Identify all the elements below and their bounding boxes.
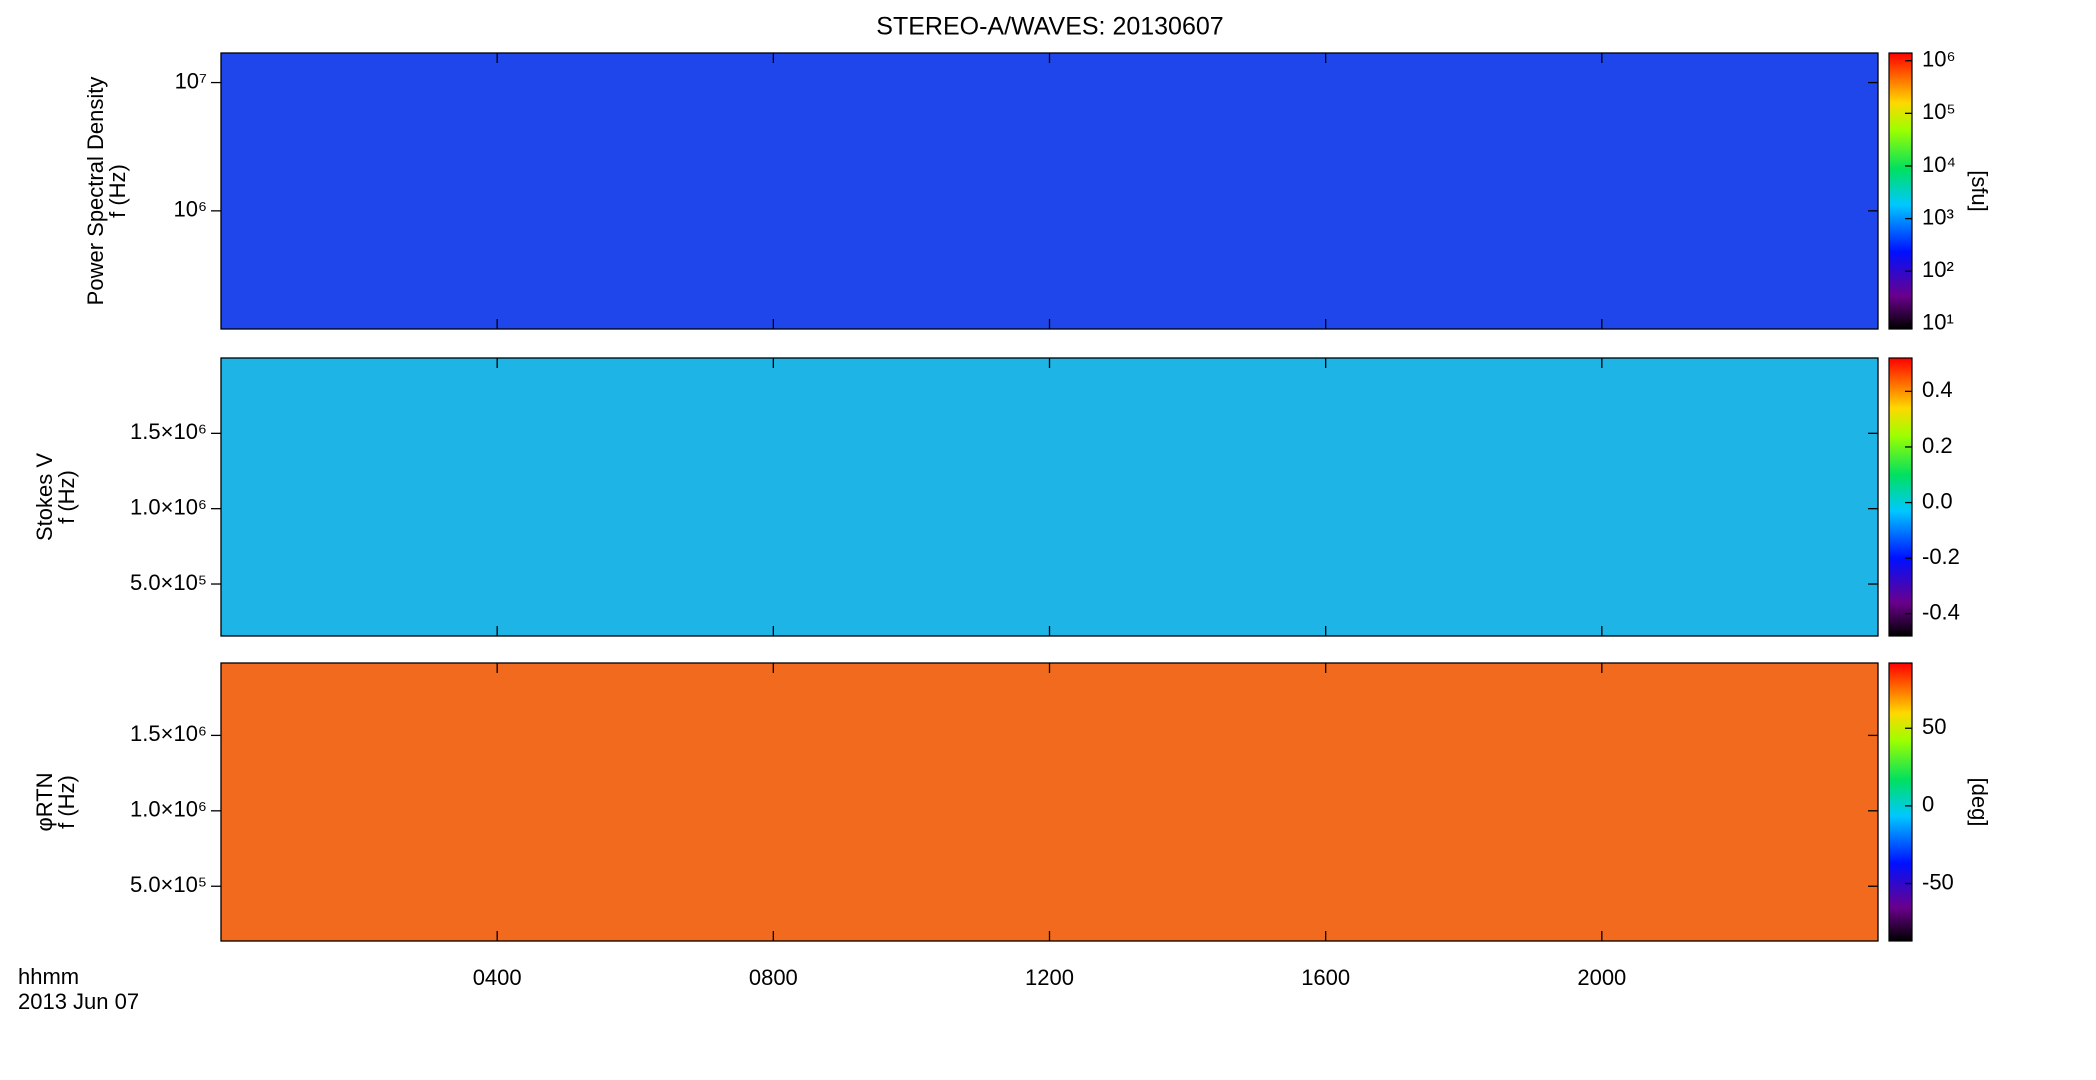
- colorbar-label: [deg]: [1967, 778, 1992, 827]
- spectrogram-image: [221, 663, 1878, 941]
- y-axis-label: f (Hz): [54, 775, 79, 829]
- x-tick-label: 0800: [749, 965, 798, 990]
- colorbar: [1888, 52, 1913, 330]
- x-tick-label: 1600: [1301, 965, 1350, 990]
- colorbar-tick-label: 10⁵: [1922, 99, 1956, 124]
- colorbar-tick-label: -0.2: [1922, 544, 1960, 569]
- colorbar-tick-label: 0.2: [1922, 433, 1953, 458]
- colorbar: [1888, 357, 1913, 637]
- y-tick-label: 5.0×10⁵: [130, 570, 207, 595]
- y-tick-label: 1.0×10⁶: [130, 797, 207, 822]
- colorbar-tick-label: 10¹: [1922, 310, 1954, 335]
- x-axis-label: hhmm: [18, 964, 79, 989]
- colorbar-tick-label: 10⁴: [1922, 152, 1956, 177]
- y-tick-label: 5.0×10⁵: [130, 872, 207, 897]
- y-axis-label: Stokes V: [32, 453, 57, 541]
- colorbar-tick-label: -50: [1922, 869, 1954, 894]
- colorbar-tick-label: 0.4: [1922, 377, 1953, 402]
- colorbar-tick-label: 0: [1922, 792, 1934, 817]
- y-tick-label: 10⁶: [173, 197, 207, 222]
- x-tick-label: 1200: [1025, 965, 1074, 990]
- y-axis-label: Power Spectral Density: [83, 77, 108, 306]
- y-tick-label: 10⁷: [175, 68, 207, 93]
- spectrogram-image: [221, 358, 1878, 636]
- y-tick-label: 1.5×10⁶: [130, 721, 207, 746]
- colorbar-tick-label: 10³: [1922, 204, 1954, 229]
- colorbar-label: [sfu]: [1967, 170, 1992, 212]
- y-tick-label: 1.0×10⁶: [130, 494, 207, 519]
- colorbar-tick-label: 10²: [1922, 257, 1954, 282]
- y-axis-label: f (Hz): [105, 164, 130, 218]
- spectrogram-image: [221, 53, 1878, 329]
- colorbar: [1888, 662, 1913, 942]
- y-tick-label: 1.5×10⁶: [130, 419, 207, 444]
- colorbar-tick-label: 50: [1922, 714, 1946, 739]
- x-axis-date: 2013 Jun 07: [18, 989, 139, 1014]
- x-tick-label: 2000: [1577, 965, 1626, 990]
- y-axis-label: φRTN: [32, 772, 57, 831]
- x-tick-label: 0400: [473, 965, 522, 990]
- colorbar-tick-label: 10⁶: [1922, 47, 1956, 72]
- figure-title: STEREO-A/WAVES: 20130607: [876, 13, 1223, 41]
- colorbar-tick-label: -0.4: [1922, 600, 1960, 625]
- colorbar-tick-label: 0.0: [1922, 488, 1953, 513]
- y-axis-label: f (Hz): [54, 470, 79, 524]
